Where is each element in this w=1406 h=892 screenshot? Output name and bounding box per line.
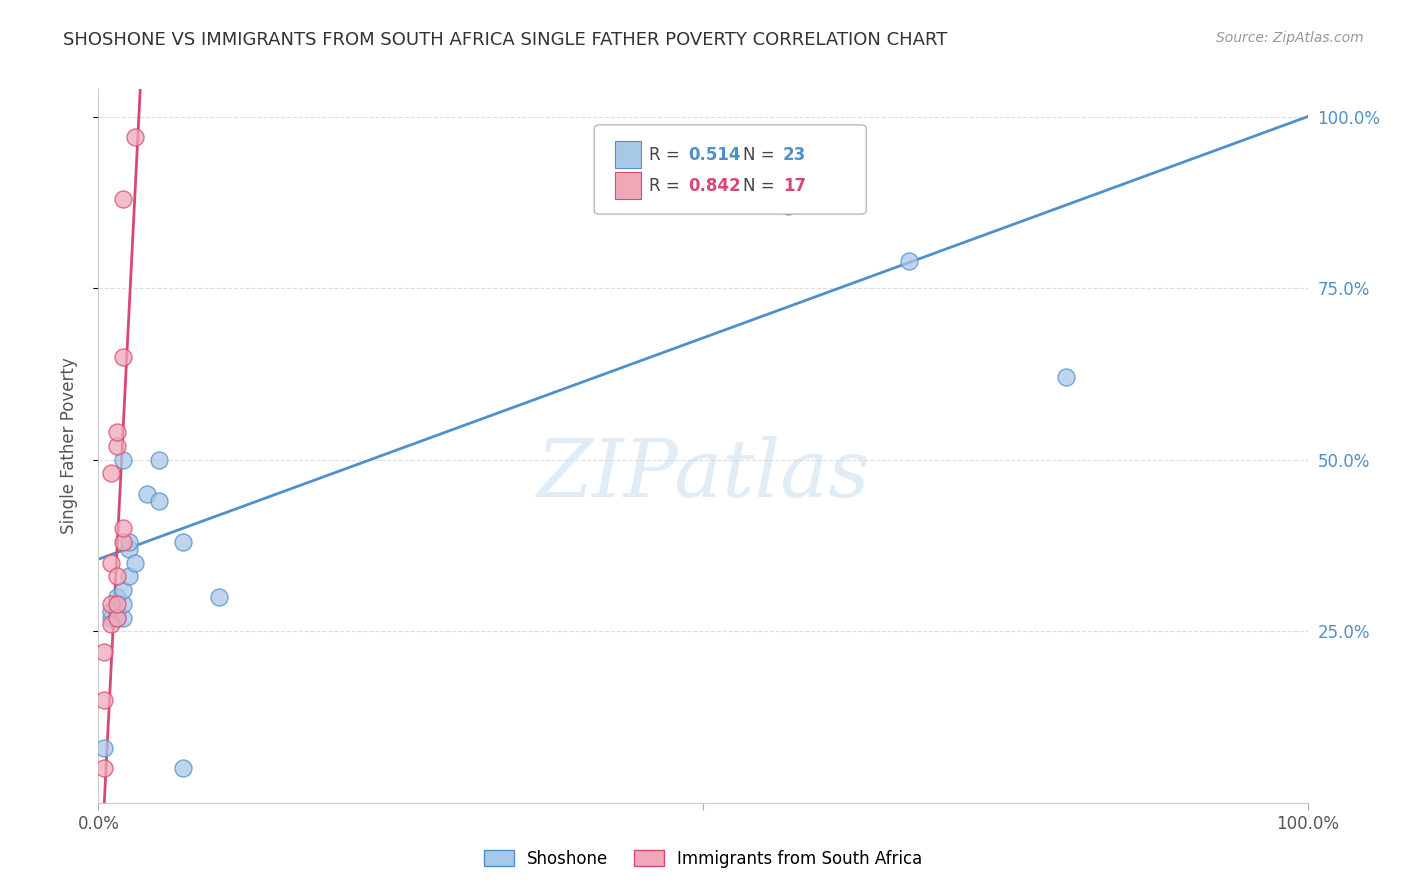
Point	[105, 604, 128, 618]
Point	[776, 199, 799, 213]
Point	[93, 740, 115, 755]
Point	[105, 590, 128, 604]
Point	[111, 535, 134, 549]
Point	[111, 452, 134, 467]
Point	[148, 494, 170, 508]
Point	[93, 645, 115, 659]
Text: SHOSHONE VS IMMIGRANTS FROM SOUTH AFRICA SINGLE FATHER POVERTY CORRELATION CHART: SHOSHONE VS IMMIGRANTS FROM SOUTH AFRICA…	[63, 31, 948, 49]
Point	[897, 253, 920, 268]
Point	[111, 610, 134, 624]
Point	[118, 541, 141, 556]
Point	[1054, 370, 1077, 384]
Point	[105, 610, 128, 624]
Point	[93, 762, 115, 776]
Point	[100, 617, 122, 632]
Point	[111, 583, 134, 598]
Point	[111, 597, 134, 611]
Text: 17: 17	[783, 177, 806, 194]
Point	[105, 597, 128, 611]
Legend: Shoshone, Immigrants from South Africa: Shoshone, Immigrants from South Africa	[477, 844, 929, 875]
Text: 0.514: 0.514	[689, 146, 741, 164]
Point	[105, 425, 128, 440]
Point	[124, 130, 146, 145]
Point	[105, 439, 128, 453]
Text: N =: N =	[742, 177, 780, 194]
Point	[100, 610, 122, 624]
Point	[111, 350, 134, 364]
Point	[135, 487, 157, 501]
Text: 23: 23	[783, 146, 806, 164]
Bar	[614, 172, 641, 199]
Bar	[614, 141, 641, 169]
Text: N =: N =	[742, 146, 780, 164]
Text: R =: R =	[648, 146, 685, 164]
Point	[100, 604, 122, 618]
Point	[105, 610, 128, 624]
FancyBboxPatch shape	[595, 125, 866, 214]
Text: R =: R =	[648, 177, 685, 194]
Text: Source: ZipAtlas.com: Source: ZipAtlas.com	[1216, 31, 1364, 45]
Point	[105, 569, 128, 583]
Point	[148, 452, 170, 467]
Y-axis label: Single Father Poverty: Single Father Poverty	[59, 358, 77, 534]
Point	[208, 590, 231, 604]
Point	[100, 556, 122, 570]
Text: 0.842: 0.842	[689, 177, 741, 194]
Point	[124, 556, 146, 570]
Point	[172, 535, 194, 549]
Text: ZIPatlas: ZIPatlas	[536, 436, 870, 513]
Point	[118, 569, 141, 583]
Point	[93, 693, 115, 707]
Point	[100, 597, 122, 611]
Point	[100, 467, 122, 481]
Point	[118, 535, 141, 549]
Point	[111, 192, 134, 206]
Point	[172, 762, 194, 776]
Point	[111, 521, 134, 535]
